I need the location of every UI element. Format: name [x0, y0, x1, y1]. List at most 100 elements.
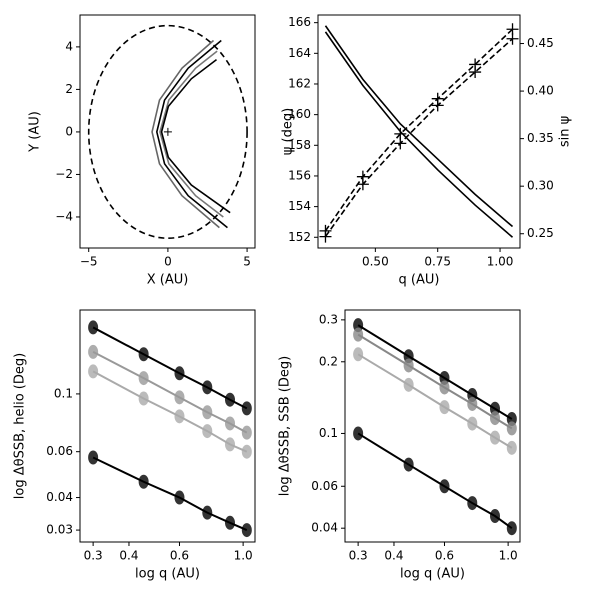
axes-frame: [79, 309, 256, 543]
y2-axis-label: sin ψ: [558, 116, 573, 147]
series-line: [357, 324, 513, 420]
y-tick-label: 162: [288, 76, 311, 90]
marker: [506, 521, 517, 536]
marker: [431, 99, 444, 112]
marker: [241, 523, 252, 538]
marker: [138, 371, 149, 386]
x-axis-label: q (AU): [399, 273, 440, 288]
marker: [506, 440, 517, 455]
marker: [356, 178, 369, 191]
series-line: [159, 50, 224, 218]
marker: [439, 400, 450, 415]
series-line: [160, 59, 231, 214]
x-axis-label: log q (AU): [135, 567, 200, 582]
marker: [353, 347, 364, 362]
series-line: [357, 333, 513, 430]
y-axis-label: ψ (deg): [281, 108, 296, 155]
y-tick-label: 0.04: [311, 521, 338, 535]
y-axis-label: log ΔθSSB, helio (Deg): [13, 353, 28, 499]
marker: [138, 391, 149, 406]
marker: [467, 416, 478, 431]
marker: [174, 490, 185, 505]
marker: [403, 377, 414, 392]
y2-tick-label: 0.35: [527, 131, 554, 145]
x-tick-label: −5: [80, 255, 98, 269]
y-tick-label: 2: [65, 82, 73, 96]
x-tick-label: 0.75: [424, 255, 451, 269]
y-tick-label: 0.1: [54, 386, 73, 400]
y-tick-label: 4: [65, 39, 73, 53]
series-line: [92, 456, 248, 532]
marker: [489, 411, 500, 426]
y-tick-label: 0.03: [46, 523, 73, 537]
y-tick-label: 156: [288, 168, 311, 182]
marker: [241, 425, 252, 440]
marker: [88, 320, 99, 335]
series-line: [151, 39, 220, 229]
x-tick-label: 0.4: [384, 549, 403, 563]
series-line: [92, 351, 248, 434]
y-tick-label: 158: [288, 138, 311, 152]
y-tick-label: 0.1: [319, 426, 338, 440]
marker: [489, 430, 500, 445]
x-tick-label: 0.3: [349, 549, 368, 563]
y-tick-label: −2: [55, 167, 73, 181]
marker: [138, 474, 149, 489]
y-tick-label: 166: [288, 15, 311, 29]
x-tick-label: 0: [164, 255, 172, 269]
series-line: [357, 353, 513, 449]
x-axis-label: log q (AU): [400, 567, 465, 582]
marker: [202, 380, 213, 395]
y-tick-label: 160: [288, 107, 311, 121]
y-tick-label: 0.3: [319, 312, 338, 326]
y-axis-label: Y (AU): [28, 111, 43, 153]
x-tick-label: 1.0: [499, 549, 518, 563]
marker: [353, 426, 364, 441]
axes-frame: [344, 309, 521, 543]
series-line: [357, 432, 513, 530]
marker: [439, 479, 450, 494]
marker: [353, 327, 364, 342]
y-tick-label: 164: [288, 46, 311, 60]
x-tick-label: 0.4: [119, 549, 138, 563]
series-line: [324, 31, 514, 238]
x-tick-label: 0.3: [84, 549, 103, 563]
marker: [319, 230, 332, 243]
marker: [174, 390, 185, 405]
marker: [489, 509, 500, 524]
y2-tick-label: 0.30: [527, 179, 554, 193]
marker: [506, 421, 517, 436]
x-tick-label: 1.0: [234, 549, 253, 563]
marker: [202, 405, 213, 420]
y2-tick-label: 0.40: [527, 84, 554, 98]
y-tick-label: 0: [65, 124, 73, 138]
marker: [88, 364, 99, 379]
y-tick-label: 0.2: [319, 354, 338, 368]
x-tick-label: 0.50: [362, 255, 389, 269]
marker: [174, 366, 185, 381]
axes-frame: [317, 14, 521, 249]
marker: [202, 505, 213, 520]
y-tick-label: 152: [288, 230, 311, 244]
x-tick-label: 0.6: [170, 549, 189, 563]
y-tick-label: 154: [288, 199, 311, 213]
marker: [467, 396, 478, 411]
marker: [202, 424, 213, 439]
x-tick-label: 0.6: [435, 549, 454, 563]
marker: [88, 450, 99, 465]
marker: [403, 457, 414, 472]
marker: [88, 344, 99, 359]
marker: [224, 392, 235, 407]
series-line: [92, 326, 248, 410]
series-line: [324, 28, 514, 232]
marker: [506, 32, 519, 45]
series-line: [92, 370, 248, 453]
y-tick-label: −4: [55, 209, 73, 223]
y-axis-label: log ΔθSSB, SSB (Deg): [278, 356, 293, 496]
series-line: [155, 39, 228, 229]
marker: [138, 347, 149, 362]
marker: [174, 409, 185, 424]
series-line: [324, 38, 514, 238]
marker: [439, 380, 450, 395]
